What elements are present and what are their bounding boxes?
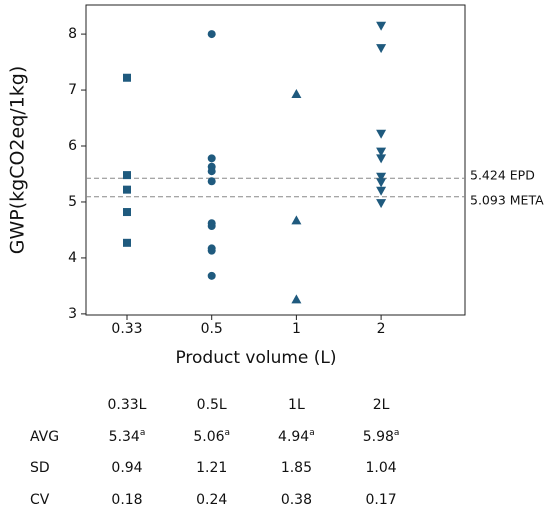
point xyxy=(291,215,302,225)
row-label: AVG xyxy=(30,429,59,445)
point xyxy=(207,222,216,231)
cell-value: 0.18 xyxy=(111,492,142,508)
cell-superscript: a xyxy=(309,428,315,438)
table-header: 1L xyxy=(288,397,305,413)
cell-value: 1.21 xyxy=(196,460,227,476)
point xyxy=(207,154,216,163)
plot-frame xyxy=(85,4,466,316)
x-tick-label: 2 xyxy=(377,321,386,337)
table-header: 0.5L xyxy=(197,397,227,413)
cell-value: 0.94 xyxy=(111,460,142,476)
point xyxy=(376,147,387,157)
point xyxy=(291,294,302,304)
point xyxy=(123,208,131,217)
table-cell: 0.17 xyxy=(366,492,397,508)
table-cell: 5.98a xyxy=(363,428,400,446)
point xyxy=(376,178,387,188)
x-tick-label: 1 xyxy=(292,321,301,337)
cell-superscript: a xyxy=(140,428,146,438)
reference-label: 5.093 META xyxy=(470,192,544,207)
cell-value: 4.94 xyxy=(278,429,309,445)
y-axis-label: GWP(kgCO2eq/1kg) xyxy=(7,66,29,254)
point xyxy=(207,30,216,39)
table-cell: 0.38 xyxy=(281,492,312,508)
table-header: 2L xyxy=(373,397,390,413)
point xyxy=(376,186,387,196)
y-tick-label: 3 xyxy=(68,306,77,322)
cell-value: 5.34 xyxy=(109,429,140,445)
y-tick-label: 4 xyxy=(68,250,77,266)
cell-value: 5.98 xyxy=(363,429,394,445)
point xyxy=(207,246,216,255)
cell-superscript: a xyxy=(225,428,231,438)
point xyxy=(123,73,131,82)
point xyxy=(376,172,387,182)
point xyxy=(376,154,387,164)
table-cell: 5.34a xyxy=(109,428,146,446)
table-cell: 1.04 xyxy=(366,460,397,476)
table-cell: 0.18 xyxy=(111,492,142,508)
cell-value: 5.06 xyxy=(193,429,224,445)
cell-value: 1.04 xyxy=(366,460,397,476)
cell-value: 0.24 xyxy=(196,492,227,508)
point xyxy=(291,88,302,98)
table-cell: 1.21 xyxy=(196,460,227,476)
row-label: CV xyxy=(30,492,50,508)
y-tick-label: 6 xyxy=(68,138,77,154)
point xyxy=(123,185,131,194)
point xyxy=(207,177,216,186)
table-header: 0.33L xyxy=(108,397,147,413)
point xyxy=(376,199,387,209)
table-cell: 0.94 xyxy=(111,460,142,476)
point xyxy=(376,44,387,54)
table-cell: 1.85 xyxy=(281,460,312,476)
point xyxy=(123,238,131,247)
cell-value: 1.85 xyxy=(281,460,312,476)
x-axis-label: Product volume (L) xyxy=(175,348,336,368)
x-tick-label: 0.33 xyxy=(111,321,142,337)
y-tick-label: 8 xyxy=(68,26,77,42)
y-tick-label: 5 xyxy=(68,194,77,210)
point xyxy=(123,171,131,180)
point xyxy=(207,271,216,280)
row-label: SD xyxy=(30,460,50,476)
reference-label: 5.424 EPD xyxy=(470,168,535,183)
x-tick-label: 0.5 xyxy=(201,321,223,337)
y-tick-label: 7 xyxy=(68,82,77,98)
cell-value: 0.17 xyxy=(366,492,397,508)
point xyxy=(376,129,387,139)
point xyxy=(376,21,387,31)
cell-value: 0.38 xyxy=(281,492,312,508)
cell-superscript: a xyxy=(394,428,400,438)
table-cell: 4.94a xyxy=(278,428,315,446)
table-cell: 5.06a xyxy=(193,428,230,446)
table-cell: 0.24 xyxy=(196,492,227,508)
point xyxy=(207,167,216,176)
